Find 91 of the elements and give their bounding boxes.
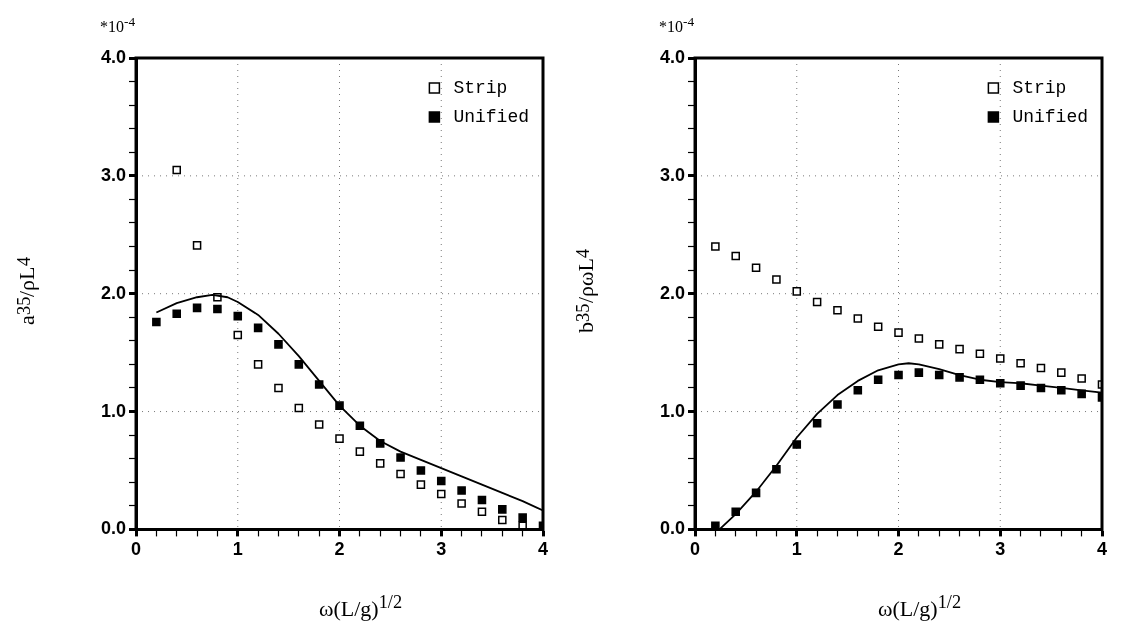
x-tick-label: 1 (791, 539, 802, 560)
y-tick-label: 0.0 (100, 518, 127, 539)
point (294, 403, 304, 413)
point (192, 241, 202, 250)
point (853, 386, 863, 395)
point (253, 323, 263, 333)
text: *10$^{-4}$ (659, 14, 695, 37)
point (751, 263, 761, 273)
point (934, 340, 944, 349)
point (711, 242, 720, 251)
point (853, 314, 863, 323)
point (518, 513, 527, 522)
point (995, 354, 1005, 363)
point (873, 375, 883, 385)
point (934, 370, 944, 380)
y-tick-label: 4.0 (659, 46, 686, 67)
point (894, 328, 903, 337)
point (731, 507, 741, 517)
point (833, 400, 842, 409)
point (396, 453, 405, 462)
x-axis-title: ω(L/g)$^{1/2}$ (317, 591, 404, 622)
point (1036, 363, 1046, 373)
point (233, 330, 243, 340)
point (274, 340, 283, 349)
x-tick-label: 2 (334, 539, 345, 560)
legend-label: Unified (453, 106, 530, 127)
legend-label: Strip (1012, 77, 1067, 98)
point (975, 349, 985, 359)
x-axis-title: ω(L/g)$^{1/2}$ (876, 591, 963, 622)
point (396, 469, 405, 479)
y-tick-label: 4.0 (100, 46, 127, 67)
x-tick-label: 1 (232, 539, 243, 560)
point (894, 370, 903, 380)
x-tick-label: 3 (995, 539, 1006, 560)
point (477, 495, 487, 505)
y-tick-label: 1.0 (659, 400, 686, 421)
point (1016, 358, 1025, 368)
point (731, 251, 741, 261)
point (172, 165, 182, 175)
legend-label: Strip (453, 77, 508, 98)
x-tick-label: 3 (436, 539, 447, 560)
point (772, 275, 781, 284)
point (873, 322, 883, 331)
point (833, 305, 842, 315)
x-tick-label: 0 (690, 539, 701, 560)
point (274, 383, 283, 393)
point (335, 434, 344, 443)
point (233, 311, 243, 321)
point (416, 480, 426, 489)
point (1057, 368, 1066, 377)
point (1057, 386, 1066, 395)
legend-label: Unified (1012, 106, 1089, 127)
point (314, 420, 324, 429)
y-tick-label: 3.0 (659, 164, 686, 185)
point (192, 303, 202, 313)
point (375, 459, 385, 468)
point (498, 505, 507, 514)
y-tick-label: 1.0 (100, 400, 127, 421)
point (955, 373, 964, 382)
point (172, 309, 182, 319)
point (792, 287, 802, 296)
point (457, 499, 466, 508)
x-tick-label: 4 (1096, 539, 1108, 560)
x-tick-label: 0 (131, 539, 142, 560)
y-tick-label: 3.0 (100, 164, 127, 185)
point (498, 515, 507, 525)
point (253, 360, 263, 369)
point (914, 368, 924, 377)
point (152, 317, 161, 327)
point (1016, 381, 1025, 390)
y-tick-label: 2.0 (659, 282, 686, 303)
point (914, 334, 924, 343)
point (812, 297, 822, 307)
y-tick-label: 2.0 (100, 282, 127, 303)
x-tick-label: 2 (893, 539, 904, 560)
point (477, 507, 487, 517)
text: *10$^{-4}$ (100, 14, 136, 37)
point (436, 476, 446, 486)
point (772, 465, 781, 474)
point (436, 489, 446, 499)
y-tick-label: 0.0 (659, 518, 686, 539)
point (294, 360, 304, 369)
point (457, 486, 466, 495)
point (792, 440, 802, 449)
point (213, 304, 222, 314)
point (416, 466, 426, 475)
point (812, 419, 822, 428)
point (1077, 374, 1086, 383)
point (955, 344, 964, 354)
point (355, 447, 365, 456)
x-tick-label: 4 (537, 539, 549, 560)
